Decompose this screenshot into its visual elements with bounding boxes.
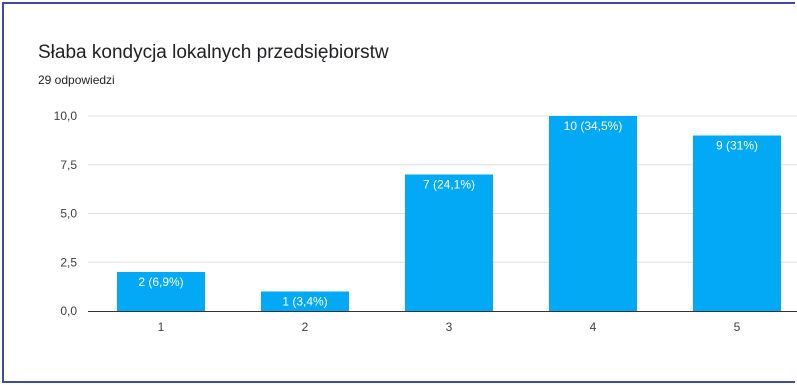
- bar: [693, 135, 781, 311]
- bar-data-label: 2 (6,9%): [138, 275, 183, 289]
- bar-data-label: 9 (31%): [716, 139, 758, 153]
- y-tick-label: 10,0: [54, 109, 78, 123]
- y-tick-label: 2,5: [60, 255, 77, 269]
- bar: [405, 174, 493, 311]
- x-tick-label: 5: [734, 320, 741, 334]
- bar: [549, 116, 637, 311]
- bar-data-label: 10 (34,5%): [564, 119, 623, 133]
- bar-data-label: 1 (3,4%): [282, 295, 327, 309]
- x-tick-label: 3: [446, 320, 453, 334]
- response-count: 29 odpowiedzi: [38, 73, 115, 87]
- x-axis-ticks: 1 2 3 4 5: [158, 320, 741, 334]
- y-axis-ticks: 0,0 2,5 5,0 7,5 10,0: [54, 109, 78, 318]
- bar: [261, 291, 349, 311]
- y-tick-label: 5,0: [60, 207, 77, 221]
- x-tick-label: 4: [590, 320, 597, 334]
- bar: [117, 272, 205, 311]
- x-tick-label: 1: [158, 320, 165, 334]
- y-tick-label: 7,5: [60, 158, 77, 172]
- y-tick-label: 0,0: [60, 304, 77, 318]
- bar-data-label: 7 (24,1%): [423, 178, 475, 192]
- bars: 2 (6,9%) 1 (3,4%) 7 (24,1%) 10 (34,5%) 9 (31…: [117, 116, 781, 311]
- x-tick-label: 2: [302, 320, 309, 334]
- chart-title: Słaba kondycja lokalnych przedsiębiorstw: [38, 42, 389, 63]
